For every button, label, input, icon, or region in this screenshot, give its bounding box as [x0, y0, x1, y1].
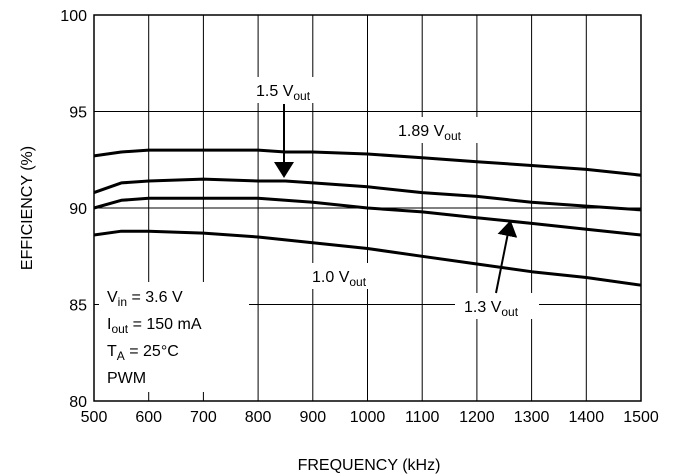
- x-tick-label: 1100: [405, 409, 440, 426]
- series-label-1p89: 1.89 Vout: [398, 123, 462, 143]
- series-lines: [93, 148, 642, 287]
- conditions-box: [99, 282, 249, 392]
- y-tick-label: 100: [60, 8, 87, 25]
- series-label-1p0: 1.0 Vout: [312, 269, 367, 289]
- x-tick-label: 1000: [350, 409, 386, 426]
- label-box-1p5: [248, 77, 332, 103]
- y-tick-label: 90: [69, 201, 87, 218]
- y-tick-label: 85: [69, 298, 87, 315]
- x-tick-label: 500: [81, 409, 108, 426]
- x-tick-label: 900: [299, 409, 326, 426]
- series-line-0: [93, 148, 642, 177]
- y-tick-label: 80: [69, 394, 87, 411]
- label-box-1p3: [455, 293, 539, 319]
- series-line-3: [93, 229, 642, 287]
- x-tick-label: 1400: [569, 409, 605, 426]
- label-box-1p89: [388, 117, 496, 143]
- condition-ta: TA = 25°C: [107, 343, 179, 363]
- series-line-1: [93, 177, 642, 212]
- y-tick-labels: 80 85 90 95 100: [60, 8, 87, 411]
- label-box-1p0: [304, 263, 388, 289]
- x-tick-label: 700: [190, 409, 217, 426]
- x-tick-label: 600: [135, 409, 162, 426]
- condition-vin: Vin = 3.6 V: [107, 289, 183, 309]
- x-tick-label: 1200: [459, 409, 495, 426]
- x-tick-label: 1300: [514, 409, 550, 426]
- arrow-1p3: [495, 220, 518, 294]
- condition-mode: PWM: [107, 370, 146, 387]
- x-axis-label: FREQUENCY (kHz): [298, 457, 441, 474]
- series-line-2: [93, 196, 642, 237]
- condition-iout: Iout = 150 mA: [107, 316, 202, 336]
- series-label-1p5: 1.5 Vout: [256, 83, 311, 103]
- x-tick-labels: 500 600 700 800 900 1000 1100 1200 1300 1400 1500: [81, 409, 659, 426]
- y-axis-label: EFFICIENCY (%): [19, 146, 36, 270]
- x-tick-label: 800: [245, 409, 272, 426]
- series-label-1p3: 1.3 Vout: [464, 299, 519, 319]
- y-tick-label: 95: [69, 105, 87, 122]
- x-tick-label: 1500: [623, 409, 659, 426]
